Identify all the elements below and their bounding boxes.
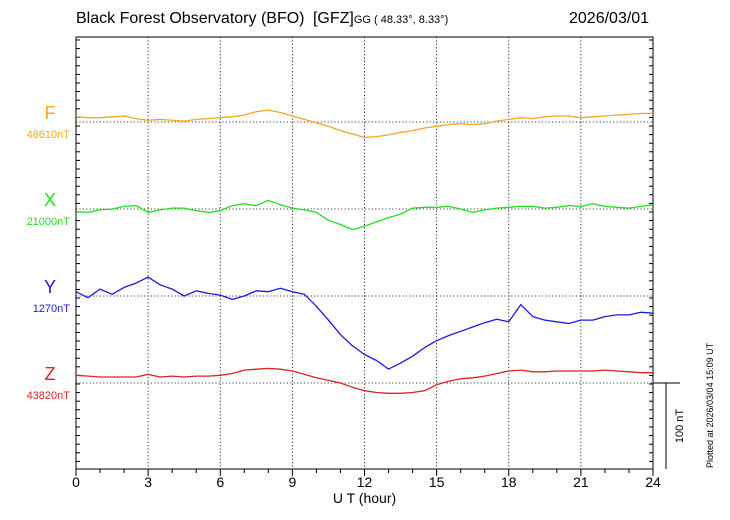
x-tick-label: 9 bbox=[288, 474, 296, 490]
series-line-f bbox=[75, 109, 653, 139]
x-tick-label: 3 bbox=[144, 474, 152, 490]
series-line-y bbox=[75, 276, 654, 370]
x-tick-label: 12 bbox=[357, 474, 373, 490]
institute-tag: [GFZ] bbox=[312, 10, 354, 27]
chart-title: Black Forest Observatory (BFO) [GFZ]GG (… bbox=[76, 10, 448, 28]
series-line-z bbox=[75, 367, 653, 394]
x-axis-label: U T (hour) bbox=[333, 490, 396, 506]
series-baseline-label-y: 1270nT bbox=[33, 303, 71, 315]
plot-timestamp: Plotted at 2026/03/04 15:09 UT bbox=[705, 342, 715, 468]
chart-date: 2026/03/01 bbox=[569, 10, 650, 27]
series-baseline-label-x: 21000nT bbox=[27, 216, 71, 228]
series-name-y: Y bbox=[44, 277, 56, 297]
x-tick-label: 21 bbox=[573, 474, 589, 490]
series-name-z: Z bbox=[45, 364, 56, 384]
series-name-f: F bbox=[45, 103, 56, 123]
observatory-name: Black Forest Observatory (BFO) bbox=[76, 10, 305, 27]
station-coordinates: GG ( 48.33°, 8.33°) bbox=[353, 14, 449, 26]
scale-bar-label: 100 nT bbox=[674, 409, 686, 444]
x-tick-label: 0 bbox=[72, 474, 80, 490]
series-line-x bbox=[75, 199, 654, 231]
series-baseline-label-z: 43820nT bbox=[27, 390, 71, 402]
series-name-x: X bbox=[44, 190, 56, 210]
series-baseline-label-f: 48610nT bbox=[27, 129, 71, 141]
x-tick-label: 24 bbox=[645, 474, 661, 490]
x-tick-label: 18 bbox=[501, 474, 517, 490]
x-tick-label: 15 bbox=[429, 474, 445, 490]
x-tick-label: 6 bbox=[216, 474, 224, 490]
